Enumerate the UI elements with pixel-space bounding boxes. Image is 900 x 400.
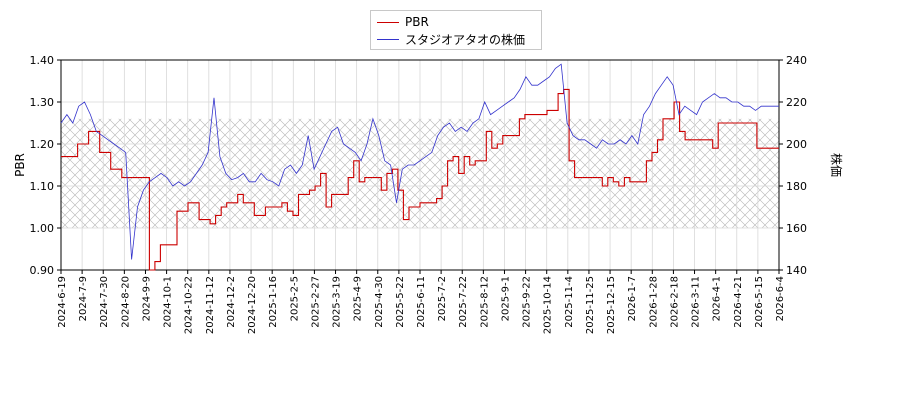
legend-swatch-price: [377, 38, 399, 40]
x-tick-label: 2025-8-12: [479, 276, 490, 328]
legend-swatch-pbr: [377, 21, 399, 23]
x-tick-label: 2024-7-9: [78, 276, 89, 321]
series-line-price: [60, 63, 779, 260]
series-line-pbr: [61, 88, 779, 271]
x-tick-label: 2025-6-11: [416, 276, 427, 328]
x-tick-label: 2025-12-15: [606, 276, 617, 334]
y-left-tick-label: 1.00: [30, 222, 55, 235]
y-left-tick-label: 1.10: [30, 180, 55, 193]
x-tick-label: 2025-9-1: [500, 276, 511, 321]
x-tick-label: 2025-5-22: [395, 276, 406, 328]
x-tick-label: 2025-7-22: [458, 276, 469, 328]
y-right-tick-label: 240: [786, 54, 807, 67]
x-tick-label: 2025-3-19: [332, 276, 343, 328]
x-tick-label: 2026-1-28: [648, 276, 659, 328]
y-right-tick-label: 180: [786, 180, 807, 193]
x-tick-label: 2026-4-21: [733, 276, 744, 328]
x-tick-label: 2026-4-1: [712, 276, 723, 321]
legend-label-pbr: PBR: [405, 15, 429, 29]
x-tick-label: 2024-10-22: [184, 276, 195, 334]
x-tick-label: 2025-10-14: [543, 276, 554, 334]
x-tick-label: 2025-11-4: [564, 276, 575, 328]
x-tick-label: 2024-12-20: [247, 276, 258, 334]
x-tick-label: 2026-1-7: [627, 276, 638, 321]
x-tick-label: 2024-9-9: [141, 276, 152, 321]
legend-label-price: スタジオアタオの株価: [405, 32, 526, 47]
y-left-tick-label: 1.20: [30, 138, 55, 151]
x-tick-label: 2024-7-30: [99, 276, 110, 328]
y-right-tick-label: 220: [786, 96, 807, 109]
x-tick-label: 2024-6-19: [57, 276, 68, 328]
y-right-axis-label: 株価: [829, 153, 844, 177]
x-tick-label: 2026-2-18: [669, 276, 680, 328]
x-tick-label: 2024-11-12: [205, 276, 216, 334]
y-left-tick-label: 0.90: [30, 264, 55, 277]
legend-item-price: スタジオアタオの株価: [377, 30, 525, 48]
x-tick-label: 2025-1-16: [268, 276, 279, 328]
x-tick-label: 2025-2-27: [310, 276, 321, 328]
x-tick-label: 2024-12-2: [226, 276, 237, 328]
x-tick-label: 2025-7-2: [437, 276, 448, 321]
y-left-tick-label: 1.30: [30, 96, 55, 109]
x-tick-label: 2026-5-15: [754, 276, 765, 328]
x-tick-label: 2024-8-20: [120, 276, 131, 328]
x-tick-label: 2026-6-4: [775, 276, 786, 321]
y-right-tick-label: 140: [786, 264, 807, 277]
y-left-axis-label: PBR: [13, 153, 27, 177]
x-tick-label: 2025-2-5: [289, 276, 300, 321]
legend-item-pbr: PBR: [377, 13, 429, 31]
x-tick-label: 2025-11-25: [585, 276, 596, 334]
x-tick-label: 2025-4-30: [374, 276, 385, 328]
x-tick-label: 2025-9-22: [522, 276, 533, 328]
x-tick-label: 2025-4-9: [353, 276, 364, 321]
legend: PBR スタジオアタオの株価: [370, 10, 542, 50]
x-tick-label: 2024-10-1: [163, 276, 174, 328]
y-left-tick-label: 1.40: [30, 54, 55, 67]
y-right-tick-label: 160: [786, 222, 807, 235]
x-tick-label: 2026-3-11: [691, 276, 702, 328]
y-right-tick-label: 200: [786, 138, 807, 151]
